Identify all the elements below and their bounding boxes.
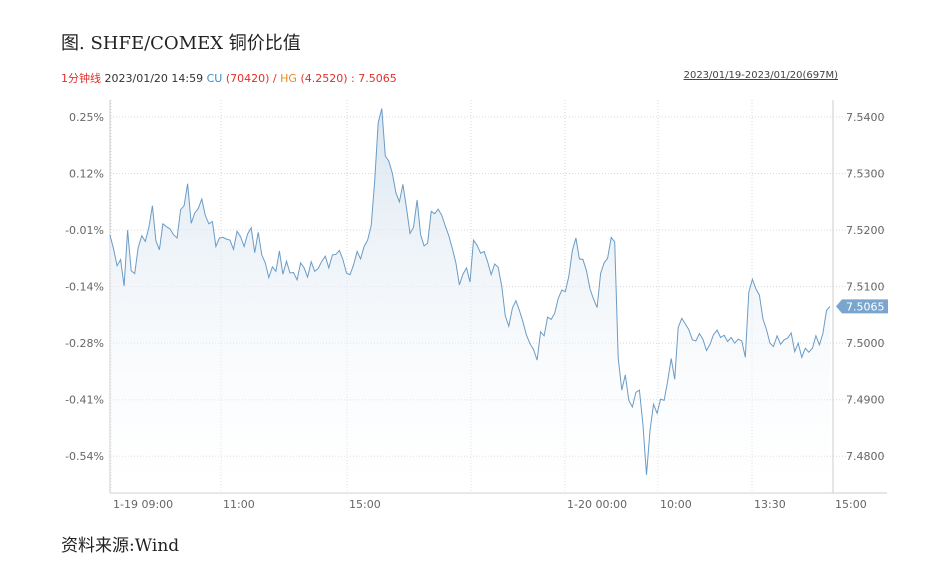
right-tick-label: 7.5000 (846, 337, 885, 350)
last-price-tag-bg (836, 299, 888, 314)
x-tick-label: 15:00 (349, 498, 381, 511)
left-tick-label: -0.14% (65, 281, 104, 294)
right-tick-label: 7.5300 (846, 168, 885, 181)
right-tick-label: 7.5200 (846, 224, 885, 237)
tick-labels: 7.5400 0.25% 7.5300 0.12% 7.5200 -0.01% 7.5100… (65, 111, 884, 511)
left-tick-label: 0.25% (69, 111, 104, 124)
separator: / (272, 72, 277, 85)
figure-title: 图. SHFE/COMEX 铜价比值 (61, 33, 301, 54)
timestamp: 2023/01/20 14:59 (104, 72, 204, 85)
left-tick-label: -0.54% (65, 450, 104, 463)
x-tick-label: 15:00 (835, 498, 867, 511)
last-price-tag: 7.5065 (836, 299, 888, 314)
left-tick-label: -0.28% (65, 337, 104, 350)
source-note: 资料来源:Wind (61, 536, 180, 556)
info-bar: 1分钟线 2023/01/20 14:59 CU (70420) / HG (4… (61, 70, 397, 86)
series-area (110, 108, 830, 493)
left-tick-label: 0.12% (69, 168, 104, 181)
right-tick-label: 7.4900 (846, 394, 885, 407)
left-tick-label: -0.41% (65, 394, 104, 407)
date-range-link[interactable]: 2023/01/19-2023/01/20(697M) (683, 70, 838, 81)
cu-value: (70420) (225, 72, 270, 85)
last-price-tag-label: 7.5065 (846, 300, 885, 313)
right-tick-label: 7.4800 (846, 450, 885, 463)
x-tick-label: 10:00 (660, 498, 692, 511)
ratio-value: : 7.5065 (351, 72, 397, 85)
x-tick-label: 13:30 (754, 498, 786, 511)
interval-label[interactable]: 1分钟线 (61, 72, 101, 85)
x-tick-label: 1-19 09:00 (113, 498, 173, 511)
hg-value: (4.2520) (300, 72, 348, 85)
hg-label: HG (280, 72, 297, 85)
left-tick-label: -0.01% (65, 224, 104, 237)
series-line[interactable] (109, 108, 831, 475)
x-tick-label: 1-20 00:00 (567, 498, 627, 511)
x-tick-label: 11:00 (223, 498, 255, 511)
right-tick-label: 7.5100 (846, 281, 885, 294)
right-tick-label: 7.5400 (846, 111, 885, 124)
cu-label: CU (206, 72, 223, 85)
